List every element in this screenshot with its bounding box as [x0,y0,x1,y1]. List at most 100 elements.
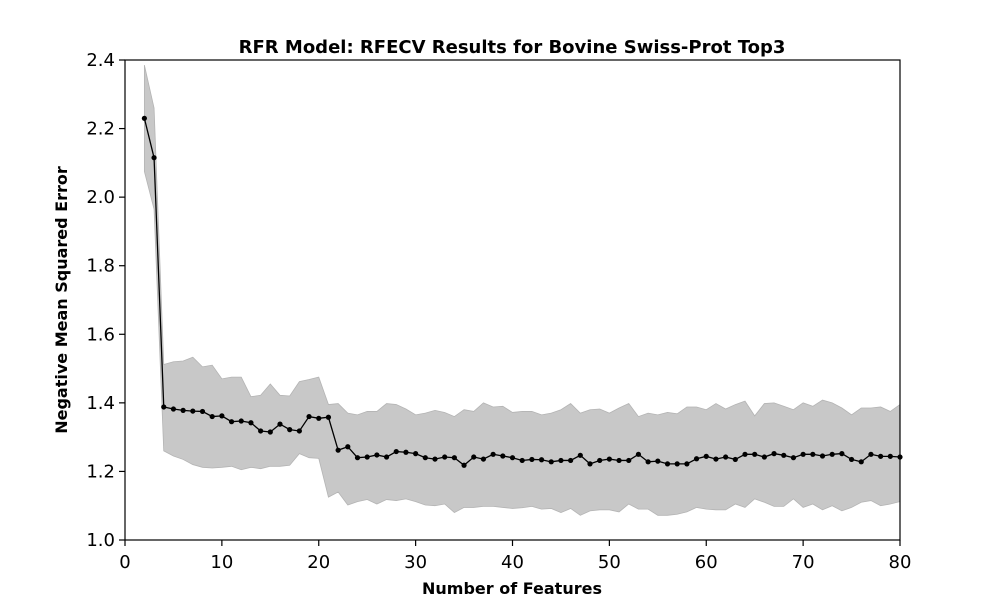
plot-area [141,65,903,516]
y-tick-label: 2.0 [86,187,115,208]
data-point [635,451,642,457]
data-point [742,451,748,457]
data-point [141,115,147,121]
data-point [684,461,690,467]
data-point [626,457,632,464]
data-point [345,444,351,450]
data-point [393,448,399,455]
data-point [761,454,767,460]
data-point [616,457,622,464]
data-point [819,453,826,459]
data-point [509,455,516,461]
data-point [354,455,361,461]
x-axis: 0 10 20 30 40 50 60 70 80 [119,540,911,573]
data-point [442,454,448,460]
x-tick-label: 0 [119,552,130,573]
x-tick-label: 60 [695,552,718,573]
data-point [781,452,787,458]
data-point [703,453,709,459]
data-point [306,413,312,420]
y-axis-label: Negative Mean Squared Error [52,166,71,434]
data-point [664,461,671,467]
data-point [858,459,864,465]
data-point [519,457,525,464]
x-tick-label: 50 [598,552,621,573]
data-point [878,453,884,459]
data-point [723,454,729,460]
data-point [161,404,167,410]
data-point [422,455,428,461]
data-point [597,457,603,464]
data-point [829,451,835,457]
y-tick-label: 1.0 [86,530,115,551]
y-tick-label: 1.6 [86,324,115,345]
data-point [228,419,235,425]
data-point [848,456,855,463]
data-point [606,456,612,462]
data-point [170,406,177,412]
data-point [209,413,215,420]
data-point [267,429,273,435]
x-axis-label: Number of Features [422,579,602,598]
data-point [674,461,680,467]
x-tick-label: 10 [210,552,233,573]
data-point [693,456,700,462]
y-tick-label: 1.4 [86,393,115,414]
data-point [568,457,574,464]
data-point [645,459,651,465]
data-point [325,414,332,420]
data-point [180,407,186,413]
data-point [258,428,264,434]
data-point [461,462,467,468]
data-point [587,461,593,467]
data-point [432,456,438,462]
data-point [577,452,583,458]
data-point [335,447,341,453]
data-point [287,427,293,433]
data-point [558,457,564,464]
y-tick-label: 1.2 [86,461,115,482]
y-tick-label: 2.2 [86,119,115,140]
data-point [238,418,244,424]
data-point [248,420,254,426]
data-point [413,451,419,457]
data-point [480,456,487,462]
y-tick-label: 2.4 [86,50,115,71]
data-point [471,454,477,460]
data-point [190,408,196,414]
x-tick-label: 30 [404,552,427,573]
data-point [383,454,390,460]
data-point [732,456,738,463]
data-point [538,457,545,463]
y-axis: 1.0 1.2 1.4 1.6 1.8 2.0 2.2 2.4 [86,50,125,551]
data-point [219,413,225,419]
x-tick-label: 40 [501,552,524,573]
chart-title: RFR Model: RFECV Results for Bovine Swis… [239,37,786,58]
data-point [790,455,797,461]
data-point [868,451,874,457]
data-point [403,449,409,455]
data-point [529,456,535,463]
y-tick-label: 1.8 [86,256,115,277]
data-point [713,456,719,462]
data-point [199,408,206,415]
data-point [655,458,661,464]
data-point [887,453,893,459]
x-tick-label: 20 [307,552,330,573]
data-point [810,451,816,457]
data-points [141,115,903,468]
data-point [771,451,777,457]
data-point [364,454,370,460]
data-point [490,451,496,457]
data-point [752,451,758,457]
data-point [151,155,157,161]
data-point [316,415,322,421]
data-point [800,451,806,457]
x-tick-label: 70 [792,552,815,573]
data-point [548,459,554,465]
data-point [451,455,457,461]
data-point [839,451,845,457]
x-tick-label: 80 [889,552,912,573]
data-point [296,428,302,434]
